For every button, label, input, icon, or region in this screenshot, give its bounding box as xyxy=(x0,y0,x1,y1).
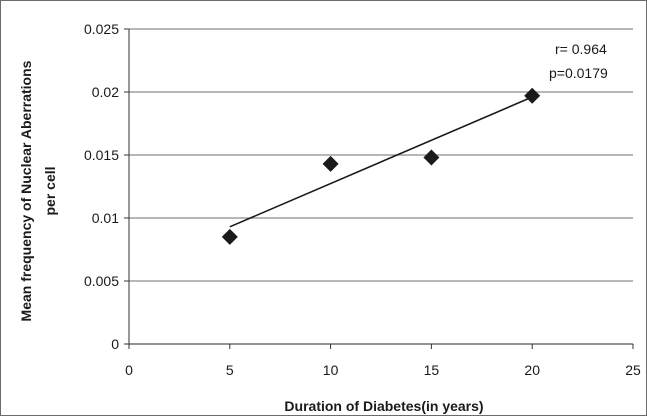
x-tick-label: 20 xyxy=(524,362,540,378)
annotation-r: r= 0.964 xyxy=(555,41,607,57)
x-axis-ticks: 0 5 10 15 20 25 xyxy=(125,344,641,378)
data-point xyxy=(524,87,541,104)
x-tick-label: 25 xyxy=(625,362,641,378)
y-tick-label: 0.01 xyxy=(92,210,119,226)
x-axis-title: Duration of Diabetes(in years) xyxy=(284,398,483,414)
data-point xyxy=(221,228,238,245)
x-tick-label: 0 xyxy=(125,362,133,378)
y-axis-ticks: 0 0.005 0.01 0.015 0.02 0.025 xyxy=(84,21,129,352)
y-axis-title-line2: per cell xyxy=(42,166,58,215)
x-tick-label: 5 xyxy=(226,362,234,378)
x-tick-label: 10 xyxy=(323,362,339,378)
y-tick-label: 0.015 xyxy=(84,147,119,163)
y-axis-title-line1: Mean frequency of Nuclear Aberrations xyxy=(18,60,34,321)
y-tick-label: 0 xyxy=(111,336,119,352)
data-point xyxy=(423,149,440,166)
y-tick-label: 0.025 xyxy=(84,21,119,37)
annotation-p: p=0.0179 xyxy=(549,65,608,81)
y-tick-label: 0.02 xyxy=(92,84,119,100)
axes xyxy=(128,29,633,345)
data-point xyxy=(322,155,339,172)
x-tick-label: 15 xyxy=(424,362,440,378)
trendline xyxy=(229,96,533,228)
trendline-group xyxy=(229,96,533,228)
y-tick-label: 0.005 xyxy=(84,273,119,289)
grid-lines xyxy=(129,28,633,282)
data-points xyxy=(221,87,541,245)
